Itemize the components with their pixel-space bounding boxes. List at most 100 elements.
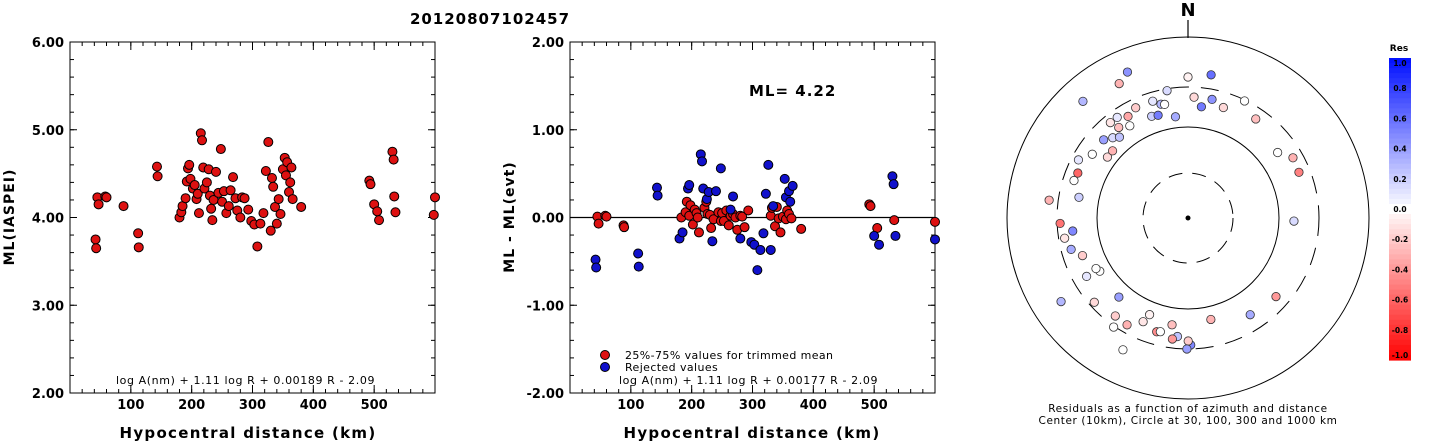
colorbar-cell bbox=[1389, 63, 1411, 69]
colorbar-cell bbox=[1389, 173, 1411, 180]
station-residual-point bbox=[1056, 297, 1066, 307]
left-point bbox=[390, 207, 401, 218]
colorbar-cell bbox=[1389, 193, 1411, 200]
colorbar-cell bbox=[1389, 153, 1411, 160]
colorbar-tick-label: 0.6 bbox=[1393, 114, 1406, 123]
middle-rejected-point bbox=[633, 261, 644, 272]
colorbar-cell bbox=[1389, 289, 1411, 296]
figure-title: 20120807102457 bbox=[410, 10, 570, 28]
middle-rejected-point bbox=[711, 186, 721, 197]
colorbar-cell bbox=[1389, 128, 1411, 135]
left-point bbox=[273, 194, 284, 205]
middle-y-axis: -2.00 -1.00 0.00 1.00 2.00 bbox=[527, 36, 935, 402]
middle-x-tick-label: 400 bbox=[800, 398, 827, 413]
colorbar-cell bbox=[1389, 138, 1411, 145]
left-point bbox=[90, 234, 101, 245]
colorbar-cell bbox=[1389, 354, 1411, 361]
colorbar-cell bbox=[1389, 254, 1411, 260]
station-residual-point bbox=[1112, 112, 1122, 123]
left-point bbox=[193, 208, 204, 219]
colorbar-cell bbox=[1389, 279, 1411, 286]
station-residual-point bbox=[1182, 344, 1192, 354]
colorbar-cell bbox=[1389, 143, 1411, 150]
left-x-axis: 100 200 300 400 500 bbox=[81, 42, 424, 413]
middle-rejected-point bbox=[779, 173, 790, 184]
middle-point bbox=[619, 222, 630, 233]
middle-rejected-point bbox=[684, 180, 695, 191]
station-residual-point bbox=[1114, 292, 1124, 302]
left-point bbox=[389, 191, 400, 202]
middle-x-tick-label: 500 bbox=[861, 398, 888, 413]
colorbar-cell bbox=[1389, 219, 1411, 225]
colorbar-cell bbox=[1389, 113, 1411, 119]
left-point bbox=[151, 161, 162, 172]
middle-x-tick-label: 300 bbox=[739, 398, 766, 413]
middle-point bbox=[687, 219, 698, 230]
legend-marker-used bbox=[600, 350, 610, 360]
middle-point bbox=[737, 211, 748, 222]
left-y-axis: 2.00 3.00 4.00 5.00 6.00 bbox=[32, 36, 435, 402]
left-point bbox=[374, 215, 385, 226]
middle-rejected-point bbox=[930, 234, 940, 245]
left-point bbox=[223, 201, 234, 212]
station-residual-point bbox=[1069, 175, 1079, 186]
left-y-tick-label: 5.00 bbox=[32, 124, 64, 139]
middle-rejected-point bbox=[888, 179, 899, 190]
legend-marker-rejected bbox=[600, 362, 610, 372]
station-residual-point bbox=[1125, 121, 1135, 131]
station-residual-point bbox=[1206, 314, 1216, 325]
station-residual-point bbox=[1294, 167, 1304, 177]
colorbar-cell bbox=[1389, 93, 1411, 99]
middle-rejected-point bbox=[874, 239, 885, 250]
left-point bbox=[206, 203, 217, 214]
station-residual-point bbox=[1073, 155, 1084, 165]
station-residual-point bbox=[1170, 112, 1181, 122]
colorbar-tick-label: 0.0 bbox=[1393, 205, 1406, 214]
colorbar-cell bbox=[1389, 269, 1411, 276]
ring-1000km bbox=[1006, 36, 1370, 400]
north-label: N bbox=[1180, 0, 1195, 21]
station-residual-point bbox=[1074, 192, 1084, 202]
station-residual-point bbox=[1087, 149, 1097, 159]
left-point bbox=[91, 243, 102, 254]
middle-point bbox=[786, 213, 797, 224]
colorbar-cell bbox=[1389, 229, 1411, 235]
colorbar-cell bbox=[1389, 249, 1411, 255]
middle-x-axis-label: Hypocentral distance (km) bbox=[623, 424, 880, 441]
colorbar-cell bbox=[1389, 73, 1411, 79]
ring-30km bbox=[1142, 172, 1234, 264]
middle-point bbox=[775, 227, 786, 238]
middle-x-tick-label: 200 bbox=[678, 398, 705, 413]
colorbar-cell bbox=[1389, 178, 1411, 185]
station-residual-point bbox=[1206, 70, 1216, 80]
station-residual-point bbox=[1055, 218, 1065, 229]
colorbar-tick-label: -1.0 bbox=[1392, 351, 1408, 360]
left-point bbox=[235, 212, 246, 223]
colorbar-cell bbox=[1389, 108, 1411, 114]
middle-rejected-point bbox=[735, 233, 746, 244]
station-residual-point bbox=[1122, 67, 1133, 77]
middle-rejected-point bbox=[787, 180, 798, 191]
left-point bbox=[287, 194, 298, 205]
left-point bbox=[430, 192, 440, 203]
station-residual-point bbox=[1089, 297, 1099, 307]
colorbar-cell bbox=[1389, 344, 1411, 351]
middle-rejected-point bbox=[890, 230, 901, 241]
middle-point bbox=[739, 222, 750, 233]
left-y-axis-label: ML(IASPEI) bbox=[2, 169, 18, 266]
colorbar-tick-label: 0.8 bbox=[1393, 84, 1406, 93]
colorbar-cell bbox=[1389, 244, 1411, 250]
station-residual-point bbox=[1167, 320, 1177, 330]
epicenter-marker bbox=[1185, 215, 1191, 221]
left-point bbox=[152, 171, 163, 182]
left-x-tick-label: 200 bbox=[178, 398, 205, 413]
middle-point bbox=[593, 218, 604, 229]
colorbar-cell bbox=[1389, 349, 1411, 356]
station-residual-point bbox=[1183, 72, 1193, 82]
colorbar-cell bbox=[1389, 239, 1411, 245]
middle-rejected-point bbox=[715, 163, 726, 174]
colorbar-cell bbox=[1389, 103, 1411, 109]
station-residual-point bbox=[1183, 336, 1193, 346]
colorbar-cell bbox=[1389, 168, 1411, 175]
